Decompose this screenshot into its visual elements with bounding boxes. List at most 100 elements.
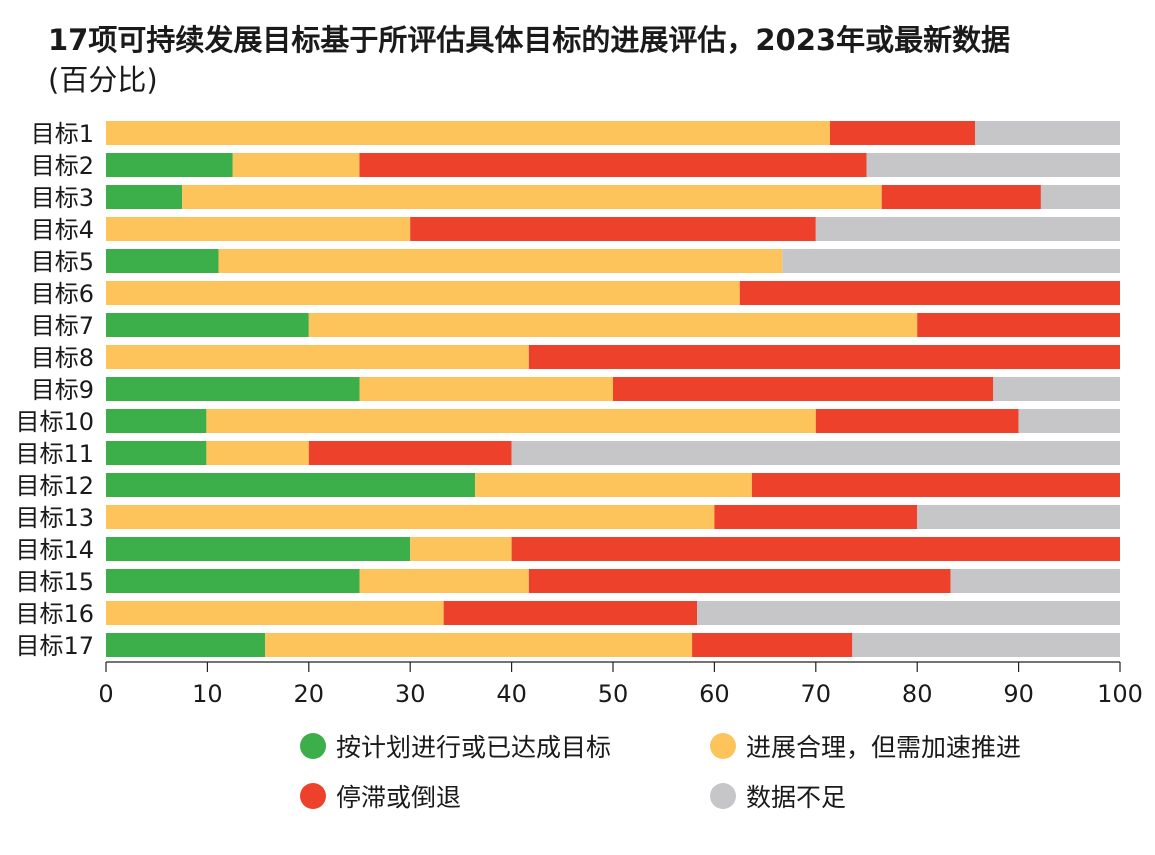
bar-segment: [106, 153, 233, 177]
category-label: 目标16: [15, 600, 94, 628]
category-label: 目标12: [15, 472, 94, 500]
bar-segment: [206, 441, 309, 465]
bar-segment: [106, 473, 476, 497]
bar-segment: [106, 441, 207, 465]
bar-segment: [106, 281, 740, 305]
chart-legend: 按计划进行或已达成目标 进展合理，但需加速推进停滞或倒退 数据不足: [300, 728, 1100, 838]
bar-segment: [410, 217, 816, 241]
bar-segment: [106, 377, 360, 401]
category-label: 目标6: [31, 280, 94, 308]
bar-segment: [511, 537, 1121, 561]
bar-segment: [106, 633, 266, 657]
bar-segment: [613, 377, 994, 401]
x-tick-label: 10: [192, 680, 223, 708]
bar-segment: [106, 409, 207, 433]
bar-segment: [511, 441, 1121, 465]
bar-segment: [697, 601, 1120, 625]
category-label: 目标3: [31, 184, 94, 212]
category-label: 目标14: [15, 536, 94, 564]
x-tick-label: 40: [496, 680, 527, 708]
category-label: 目标8: [31, 344, 94, 372]
category-label: 目标9: [31, 376, 94, 404]
bar-segment: [917, 505, 1120, 529]
bar-segment: [359, 153, 867, 177]
x-tick-label: 70: [801, 680, 832, 708]
bar-segment: [866, 153, 1120, 177]
bar-segment: [359, 569, 529, 593]
x-tick-label: 0: [98, 680, 113, 708]
bar-segment: [106, 537, 411, 561]
bar-segment: [815, 217, 1120, 241]
category-label: 目标17: [15, 632, 94, 660]
bar-segment: [475, 473, 752, 497]
legend-label: 停滞或倒退: [336, 783, 462, 812]
bar-segment: [739, 281, 1120, 305]
category-label: 目标11: [15, 440, 94, 468]
category-label: 目标5: [31, 248, 94, 276]
bar-segment: [1040, 185, 1120, 209]
category-label: 目标10: [15, 408, 94, 436]
category-label: 目标15: [15, 568, 94, 596]
legend-swatch: [300, 733, 326, 759]
bar-segment: [359, 377, 613, 401]
category-label: 目标2: [31, 152, 94, 180]
category-label: 目标4: [31, 216, 94, 244]
bar-segment: [106, 505, 715, 529]
x-tick-label: 50: [598, 680, 629, 708]
bar-segment: [692, 633, 853, 657]
legend-item: 按计划进行或已达成目标: [300, 728, 611, 764]
bar-segment: [182, 185, 882, 209]
bar-segment: [917, 313, 1120, 337]
bar-segment: [308, 313, 918, 337]
bar-segment: [106, 121, 830, 145]
x-tick-label: 60: [699, 680, 730, 708]
bar-segment: [206, 409, 816, 433]
bar-segment: [881, 185, 1041, 209]
bar-segment: [852, 633, 1120, 657]
bar-segment: [265, 633, 693, 657]
bar-segment: [308, 441, 512, 465]
category-label: 目标13: [15, 504, 94, 532]
category-label: 目标1: [31, 120, 94, 148]
bar-segment: [106, 313, 309, 337]
x-tick-label: 90: [1003, 680, 1034, 708]
x-tick-label: 20: [294, 680, 325, 708]
bar-segment: [528, 569, 951, 593]
bar-segment: [815, 409, 1019, 433]
bar-segment: [950, 569, 1120, 593]
bar-segment: [782, 249, 1120, 273]
bar-segment: [829, 121, 975, 145]
bar-segment: [106, 185, 183, 209]
bar-segment: [218, 249, 783, 273]
bar-segment: [106, 217, 411, 241]
legend-swatch: [710, 783, 736, 809]
category-label: 目标7: [31, 312, 94, 340]
x-tick-label: 100: [1097, 680, 1143, 708]
bar-segment: [993, 377, 1120, 401]
bar-segment: [232, 153, 360, 177]
legend-item: 进展合理，但需加速推进: [710, 728, 1021, 764]
bar-segment: [751, 473, 1120, 497]
bar-segment: [1018, 409, 1120, 433]
x-tick-label: 30: [395, 680, 426, 708]
bar-segment: [528, 345, 1120, 369]
legend-swatch: [710, 733, 736, 759]
legend-label: 按计划进行或已达成目标: [336, 733, 612, 762]
legend-swatch: [300, 783, 326, 809]
bar-segment: [106, 345, 529, 369]
bar-segment: [410, 537, 512, 561]
stacked-bar-chart: 目标1 目标2 目标3 目标4 目标5 目标6 目标7 目标8 目标9 目标10 目标11 目标12 目…: [15, 120, 1143, 708]
legend-item: 数据不足: [710, 778, 846, 814]
bar-segment: [714, 505, 918, 529]
x-tick-label: 80: [902, 680, 933, 708]
bar-segment: [974, 121, 1120, 145]
bar-segment: [106, 601, 444, 625]
bar-segment: [106, 249, 219, 273]
legend-label: 进展合理，但需加速推进: [746, 733, 1022, 762]
legend-label: 数据不足: [746, 783, 847, 812]
chart-title: 17项可持续发展目标基于所评估具体目标的进展评估，2023年或最新数据 (百分比…: [48, 20, 1128, 100]
chart-title-text: 17项可持续发展目标基于所评估具体目标的进展评估，2023年或最新数据: [48, 23, 1011, 57]
chart-subtitle: (百分比): [48, 63, 158, 97]
bar-segment: [106, 569, 360, 593]
legend-item: 停滞或倒退: [300, 778, 461, 814]
